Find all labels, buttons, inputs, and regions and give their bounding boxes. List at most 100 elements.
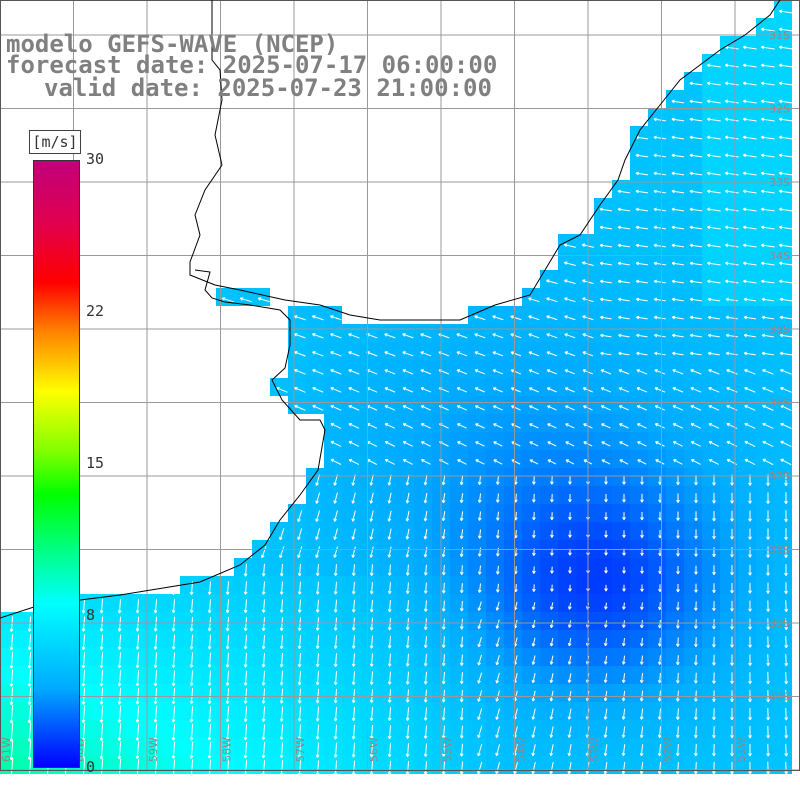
- wind-speed-cell: [324, 756, 342, 774]
- wind-speed-cell: [486, 684, 504, 702]
- wind-arrow: [315, 599, 320, 613]
- wind-speed-cell: [288, 306, 306, 324]
- wind-speed-cell: [702, 216, 720, 234]
- wind-arrow: [760, 99, 775, 104]
- wind-arrow: [694, 511, 698, 521]
- wind-speed-cell: [234, 648, 252, 666]
- wind-arrow: [330, 351, 342, 357]
- wind-arrow: [315, 724, 320, 740]
- wind-speed-cell: [486, 756, 504, 774]
- wind-speed-cell: [108, 648, 126, 666]
- wind-speed-cell: [414, 666, 432, 684]
- wind-speed-cell: [486, 468, 504, 486]
- wind-speed-cell: [486, 396, 504, 414]
- wind-speed-cell: [540, 576, 558, 594]
- wind-speed-cell: [684, 306, 702, 324]
- wind-arrow: [780, 422, 792, 429]
- wind-speed-cell: [486, 720, 504, 738]
- wind-arrow: [617, 243, 630, 248]
- wind-speed-cell: [468, 432, 486, 450]
- wind-arrow: [636, 405, 647, 411]
- wind-arrow: [81, 705, 86, 723]
- wind-speed-cell: [504, 414, 522, 432]
- wind-speed-cell: [396, 414, 414, 432]
- wind-speed-cell: [504, 378, 522, 396]
- wind-arrow: [477, 565, 482, 575]
- wind-arrow: [657, 744, 662, 757]
- wind-speed-cell: [576, 234, 594, 252]
- wind-speed-cell: [162, 720, 180, 738]
- wind-arrow: [405, 474, 410, 486]
- wind-arrow: [778, 171, 793, 176]
- wind-arrow: [99, 616, 104, 632]
- wind-speed-cell: [540, 468, 558, 486]
- wind-arrow: [780, 404, 792, 411]
- wind-arrow: [475, 423, 485, 429]
- wind-arrow: [568, 584, 572, 592]
- wind-arrow: [707, 333, 720, 338]
- wind-arrow: [707, 207, 721, 212]
- wind-speed-cell: [108, 702, 126, 720]
- wind-speed-cell: [234, 684, 252, 702]
- wind-speed-cell: [594, 234, 612, 252]
- wind-speed-cell: [756, 126, 774, 144]
- wind-speed-cell: [522, 306, 540, 324]
- wind-speed-cell: [306, 504, 324, 522]
- wind-speed-cell: [486, 378, 504, 396]
- wind-speed-cell: [702, 72, 720, 90]
- wind-speed-cell: [594, 324, 612, 342]
- wind-speed-cell: [738, 522, 756, 540]
- wind-speed-cell: [522, 720, 540, 738]
- wind-arrow: [760, 117, 775, 122]
- wind-speed-cell: [612, 342, 630, 360]
- wind-arrow: [779, 351, 792, 356]
- wind-speed-cell: [630, 126, 648, 144]
- lat-label: 33S: [769, 176, 790, 189]
- wind-speed-cell: [360, 396, 378, 414]
- wind-speed-cell: [684, 738, 702, 756]
- wind-arrow: [725, 351, 738, 356]
- wind-arrow: [766, 528, 770, 540]
- wind-arrow: [637, 459, 647, 465]
- wind-speed-cell: [666, 234, 684, 252]
- wind-speed-cell: [504, 504, 522, 522]
- wind-speed-cell: [666, 666, 684, 684]
- wind-arrow: [693, 708, 698, 720]
- wind-speed-cell: [720, 576, 738, 594]
- wind-arrow: [778, 135, 793, 140]
- wind-arrow: [351, 599, 356, 613]
- wind-arrow: [547, 423, 557, 429]
- wind-speed-cell: [522, 648, 540, 666]
- wind-arrow: [671, 297, 684, 302]
- wind-speed-cell: [576, 666, 594, 684]
- wind-arrow: [459, 707, 464, 721]
- wind-arrow: [761, 297, 775, 302]
- wind-arrow: [333, 617, 338, 631]
- wind-arrow: [387, 635, 392, 649]
- wind-speed-cell: [648, 576, 666, 594]
- wind-arrow: [742, 171, 757, 176]
- wind-arrow: [724, 135, 739, 140]
- wind-speed-cell: [216, 702, 234, 720]
- wind-speed-cell: [504, 738, 522, 756]
- wind-arrow: [474, 387, 485, 393]
- wind-arrow: [261, 652, 266, 668]
- wind-arrow: [567, 655, 572, 665]
- wind-speed-cell: [558, 594, 576, 612]
- wind-speed-cell: [324, 720, 342, 738]
- wind-speed-cell: [558, 396, 576, 414]
- wind-speed-cell: [468, 450, 486, 468]
- wind-arrow: [639, 744, 644, 757]
- wind-arrow: [495, 475, 500, 485]
- wind-arrow: [477, 743, 483, 757]
- wind-arrow: [706, 99, 721, 104]
- wind-arrow: [423, 474, 428, 486]
- wind-arrow: [261, 724, 266, 740]
- wind-arrow: [495, 583, 500, 593]
- lat-label: 32S: [769, 103, 790, 116]
- wind-arrow: [330, 422, 342, 429]
- wind-arrow: [369, 760, 374, 776]
- wind-arrow: [618, 315, 630, 320]
- wind-arrow: [706, 171, 721, 176]
- wind-arrow: [550, 475, 554, 485]
